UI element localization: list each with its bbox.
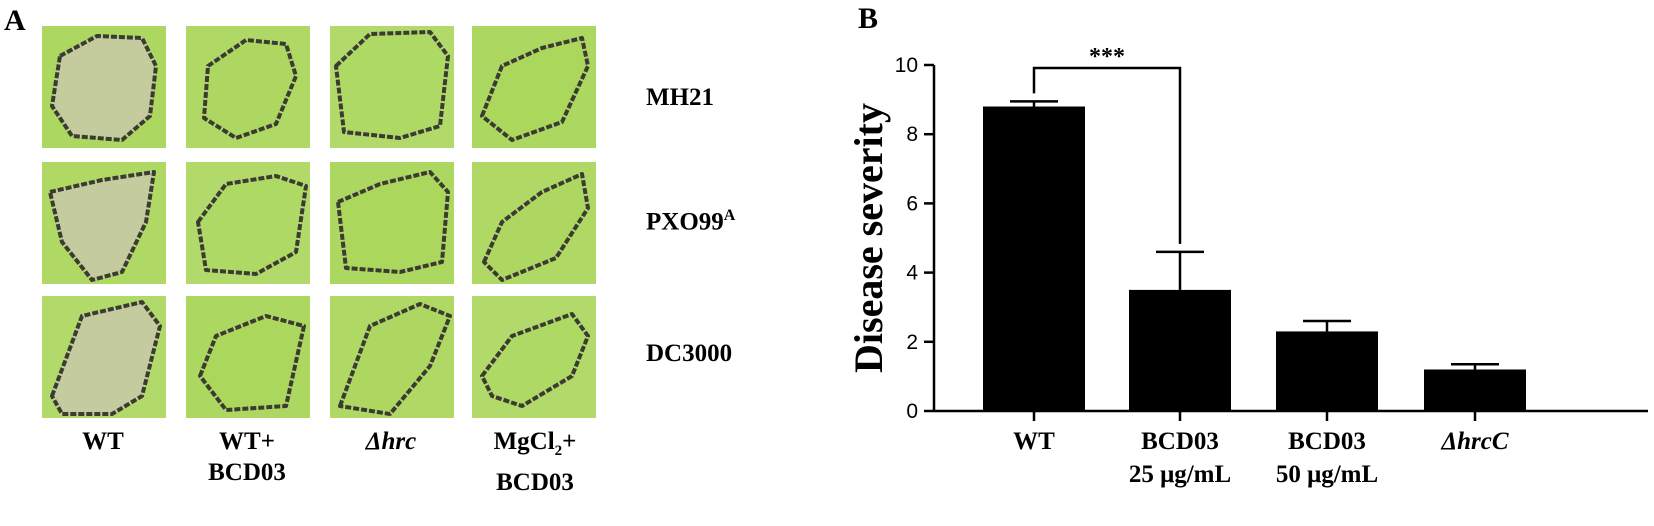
leaf-image <box>330 162 454 284</box>
x-tick-label: WT <box>1013 428 1055 455</box>
x-tick-label: BCD03 <box>1141 428 1219 455</box>
y-tick-label: 0 <box>906 400 918 423</box>
bar <box>1424 369 1526 411</box>
row-label-mh21: MH21 <box>646 84 715 111</box>
leaf-image <box>186 26 310 148</box>
significance-bracket <box>1032 66 1182 244</box>
panel-b-letter: B <box>858 2 878 35</box>
disease-severity-bar-chart: B Disease severity 0 2 4 6 8 10 WT BCD03 25 μg/mL B… <box>850 2 1648 488</box>
bar <box>1129 289 1231 411</box>
row-label-pxo99a: PXO99A <box>646 207 736 236</box>
leaf-image <box>472 26 596 148</box>
leaf-image <box>42 162 166 284</box>
col-label-wt: WT <box>82 428 124 455</box>
leaf-image <box>330 296 454 418</box>
x-tick-label: ΔhrcC <box>1440 428 1508 455</box>
leaf-image <box>42 26 166 148</box>
y-axis-label: Disease severity <box>850 103 891 373</box>
panel-a: A MH21 PXO99A DC3000 WT WT+ BCD03 Δhrc M… <box>0 0 800 526</box>
row-label-dc3000: DC3000 <box>646 340 733 367</box>
x-tick-label-line2: 50 μg/mL <box>1276 461 1378 488</box>
significance-label: *** <box>1089 44 1125 70</box>
panel-a-letter: A <box>4 4 26 37</box>
leaf-image <box>472 162 596 284</box>
y-tick-label: 10 <box>895 54 918 77</box>
leaf-image <box>186 296 310 418</box>
x-tick-label: BCD03 <box>1288 428 1366 455</box>
y-tick-label: 6 <box>906 192 918 215</box>
leaf-image <box>186 162 310 284</box>
x-tick-label-line2: 25 μg/mL <box>1129 461 1231 488</box>
col-label-mgcl2-bcd03: MgCl2+ BCD03 <box>493 428 577 496</box>
leaf-image <box>330 26 454 148</box>
col-label-delta-hrc: Δhrc <box>365 428 417 455</box>
leaf-image <box>472 296 596 418</box>
bar <box>1276 331 1378 411</box>
y-tick-label: 4 <box>906 262 918 285</box>
col-label-wt-bcd03: WT+ BCD03 <box>208 428 286 486</box>
leaf-image <box>42 296 166 418</box>
y-tick-label: 8 <box>906 123 918 146</box>
y-tick-label: 2 <box>906 331 918 354</box>
bar <box>983 106 1085 412</box>
